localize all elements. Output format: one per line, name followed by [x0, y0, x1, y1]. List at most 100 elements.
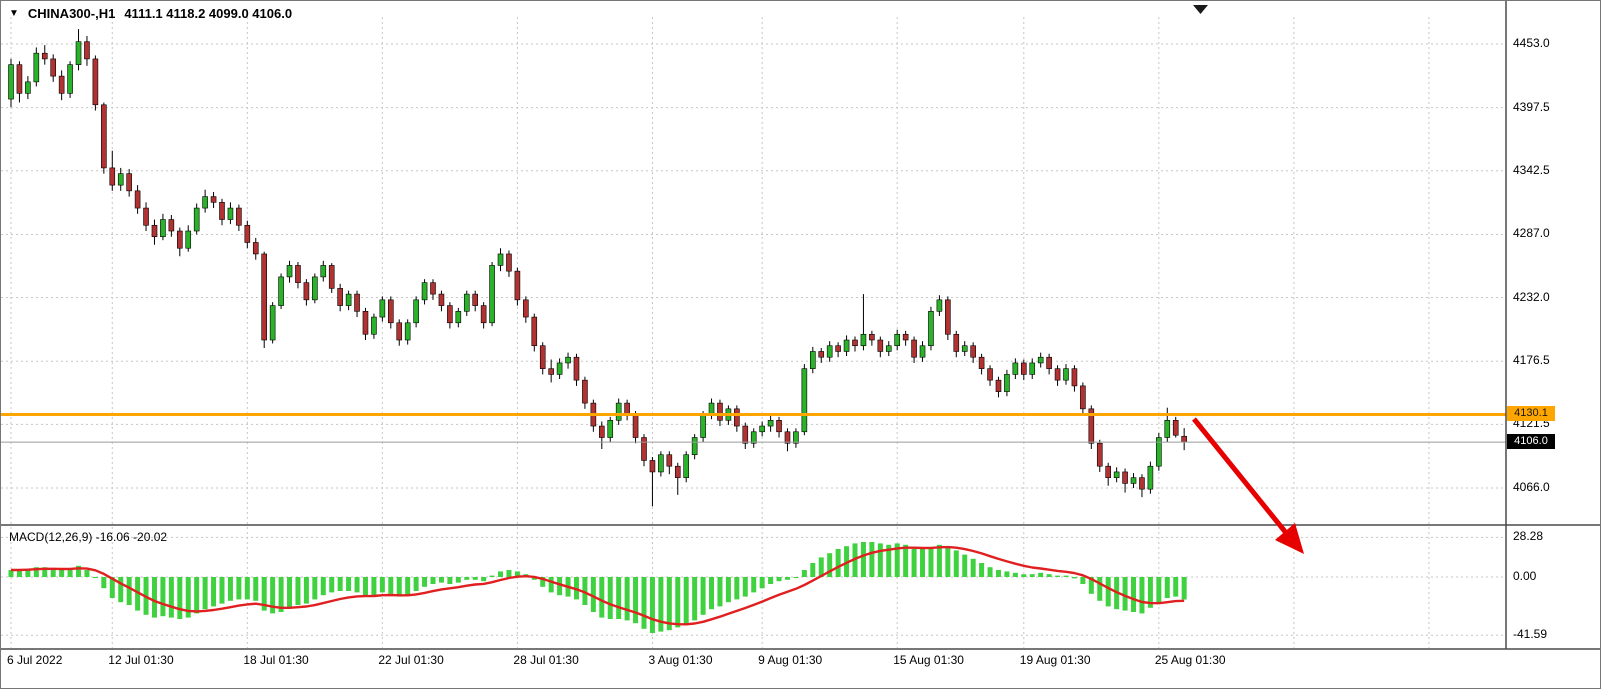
macd-bar — [253, 577, 259, 601]
macd-bar — [1131, 577, 1137, 612]
macd-bar — [405, 577, 411, 596]
macd-bar — [92, 577, 98, 578]
candle — [362, 307, 369, 340]
macd-bar — [1181, 577, 1187, 600]
macd-bar — [818, 557, 824, 577]
macd-bar — [303, 577, 309, 604]
macd-bar — [1164, 577, 1170, 598]
candle — [759, 421, 765, 437]
candle — [1156, 432, 1162, 471]
candles — [8, 29, 1187, 507]
candle — [312, 273, 318, 304]
candle — [1130, 473, 1137, 488]
macd-bar — [227, 577, 233, 601]
macd-bar — [1021, 574, 1027, 577]
macd-bar — [185, 577, 191, 618]
macd-bar — [666, 577, 672, 631]
candle — [961, 341, 968, 357]
macd-bar — [641, 577, 647, 629]
candle — [852, 336, 858, 352]
macd-bar — [42, 567, 48, 577]
candle — [371, 313, 377, 339]
candle — [1172, 416, 1179, 438]
candle — [8, 58, 14, 108]
macd-bar — [287, 577, 293, 608]
macd-bar — [970, 558, 976, 577]
macd-bar — [877, 543, 883, 577]
candle — [202, 189, 208, 213]
candle — [236, 204, 242, 232]
candle — [843, 335, 850, 357]
macd-bar — [194, 577, 200, 614]
candle — [801, 364, 808, 436]
candle — [497, 248, 504, 272]
candle — [278, 273, 284, 310]
candle — [1181, 428, 1187, 451]
candle — [1113, 467, 1120, 483]
candle — [387, 296, 394, 329]
macd-bar — [25, 568, 31, 577]
trend-arrow[interactable] — [1192, 417, 1304, 554]
candle — [261, 251, 268, 349]
macd-bar — [1046, 574, 1052, 577]
candle — [691, 434, 698, 460]
macd-bar — [413, 577, 419, 591]
candle — [455, 307, 462, 328]
macd-bar — [1105, 577, 1111, 607]
candle — [84, 35, 90, 66]
candle — [1020, 359, 1027, 381]
candle — [928, 306, 934, 351]
candle — [58, 70, 65, 101]
candle — [978, 353, 985, 375]
candle — [227, 202, 234, 225]
candle — [463, 290, 470, 316]
candle — [641, 434, 647, 467]
macd-bar — [1071, 577, 1077, 579]
candle — [658, 451, 664, 477]
macd-bar — [177, 577, 183, 619]
candle — [911, 336, 917, 363]
macd-bar — [168, 577, 174, 618]
macd-bar — [793, 577, 799, 578]
macd-bar — [860, 542, 866, 577]
macd-bar — [979, 563, 985, 577]
macd-bar — [995, 570, 1001, 577]
macd-bar — [346, 577, 352, 591]
macd-bar — [244, 577, 250, 600]
candle — [25, 76, 31, 100]
macd-bar — [1055, 575, 1061, 577]
candle — [750, 428, 757, 448]
candle — [269, 302, 276, 344]
candle — [472, 290, 479, 312]
candle — [683, 451, 690, 483]
macd-bar — [329, 577, 335, 593]
candle — [877, 336, 884, 358]
candle — [869, 330, 875, 346]
macd-bar — [109, 577, 115, 598]
grid — [1, 17, 1506, 648]
macd-bar — [354, 577, 360, 593]
macd-bar — [67, 568, 73, 577]
macd-histogram — [8, 542, 1187, 633]
macd-bar — [725, 577, 731, 603]
candle — [1037, 352, 1044, 368]
candle — [252, 237, 259, 260]
macd-bar — [50, 568, 56, 577]
pane-separators — [1, 1, 1600, 650]
macd-bar — [16, 570, 22, 577]
macd-bar — [768, 577, 774, 584]
candle — [41, 45, 48, 65]
candle — [624, 399, 630, 421]
macd-bar — [1088, 577, 1094, 594]
macd-bar — [278, 577, 284, 612]
candle — [16, 61, 23, 103]
candle — [514, 267, 521, 306]
candle — [1096, 439, 1103, 472]
candle — [50, 54, 57, 82]
candle — [396, 319, 403, 346]
macd-bar — [219, 577, 225, 604]
candle — [1012, 358, 1019, 380]
macd-bar — [548, 577, 554, 593]
macd-bar — [1012, 572, 1018, 577]
